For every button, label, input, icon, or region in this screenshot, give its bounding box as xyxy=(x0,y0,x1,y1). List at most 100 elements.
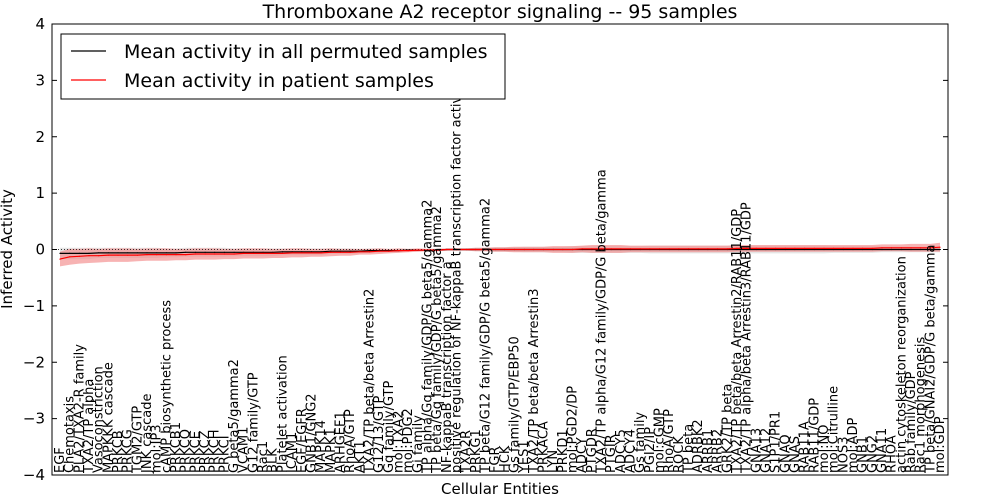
entity-label: MAPKKK cascade xyxy=(101,362,116,473)
point-patient xyxy=(755,247,757,249)
point-patient xyxy=(494,248,496,251)
point-patient xyxy=(98,255,100,257)
entity-label: ICAM1 xyxy=(285,432,300,473)
point-permuted xyxy=(823,248,825,251)
point-patient xyxy=(204,253,206,255)
point-patient xyxy=(746,247,748,249)
legend-label-permuted: Mean activity in all permuted samples xyxy=(124,41,487,63)
point-permuted xyxy=(804,248,806,251)
entity-label: Gq family/GTP xyxy=(382,380,397,473)
entity-label: GNA11 xyxy=(875,428,890,473)
point-patient xyxy=(175,254,177,256)
point-permuted xyxy=(349,250,351,252)
entity-label: EGF/EGFR xyxy=(295,408,310,473)
point-permuted xyxy=(339,250,341,252)
entity-label: ADCY5 xyxy=(614,429,629,473)
entity-label: mol:PGD2/DP xyxy=(566,386,581,473)
point-patient xyxy=(214,253,216,255)
point-patient xyxy=(562,248,564,251)
point-patient xyxy=(107,254,109,256)
point-permuted xyxy=(156,252,158,254)
point-patient xyxy=(639,248,641,250)
point-patient xyxy=(233,253,235,255)
point-permuted xyxy=(214,251,216,253)
point-patient xyxy=(688,248,690,250)
point-patient xyxy=(726,248,728,250)
point-permuted xyxy=(368,250,371,252)
point-patient xyxy=(813,247,815,249)
point-patient xyxy=(678,248,680,250)
chart-title: Thromboxane A2 receptor signaling -- 95 … xyxy=(262,1,738,23)
point-patient xyxy=(301,252,303,254)
point-patient xyxy=(252,252,254,254)
entity-label: RhoA/GTP xyxy=(343,409,358,473)
entity-label: mol:Citrulline xyxy=(827,386,842,473)
point-patient xyxy=(465,248,467,251)
point-patient xyxy=(156,254,158,256)
entity-label: GNA12 xyxy=(759,428,774,473)
entity-label: mol:NO xyxy=(817,424,832,473)
line-patient xyxy=(59,246,941,260)
entity-label: RhoA/GTP xyxy=(662,409,677,473)
entity-label: Rac1 morphogenesis xyxy=(914,336,929,473)
entity-label: JNK cascade xyxy=(140,393,155,473)
y-tick-label: 3 xyxy=(35,71,45,89)
point-patient xyxy=(804,247,806,249)
entity-label: RAB11A xyxy=(798,421,813,473)
entity-label: GNG2 xyxy=(865,435,880,473)
point-permuted xyxy=(310,251,312,253)
y-tick-label: 1 xyxy=(35,184,45,202)
point-patient xyxy=(59,258,61,260)
point-patient xyxy=(765,247,767,249)
point-patient xyxy=(736,247,738,249)
point-patient xyxy=(784,247,786,249)
entity-label: Gs family xyxy=(633,412,648,473)
point-patient xyxy=(146,254,148,256)
point-patient xyxy=(552,248,554,251)
point-permuted xyxy=(755,248,757,251)
entity-label: NOS3 xyxy=(836,437,851,473)
y-tick-label: 2 xyxy=(35,128,45,146)
y-tick-label: −4 xyxy=(23,466,45,484)
entity-label: GNA13 xyxy=(749,428,764,473)
point-patient xyxy=(484,248,487,251)
entity-label: BLK xyxy=(266,448,281,473)
y-tick-label: 0 xyxy=(35,241,45,259)
entity-label: mol:cGMP xyxy=(653,408,668,473)
entity-label: RAB11/GDP xyxy=(807,398,822,473)
point-permuted xyxy=(871,248,873,251)
entity-label: Chemotaxis xyxy=(63,396,78,473)
point-patient xyxy=(504,248,506,251)
point-patient xyxy=(223,253,225,255)
entity-label: mol:TXA2 xyxy=(392,410,407,473)
point-patient xyxy=(339,251,341,253)
point-permuted xyxy=(59,252,61,254)
point-permuted xyxy=(920,248,922,251)
entity-label: TP beta xyxy=(682,424,697,474)
entity-label: RHOA xyxy=(885,435,900,473)
point-patient xyxy=(117,254,119,256)
point-patient xyxy=(823,247,825,249)
entity-label: Rab family/GDP xyxy=(904,371,919,473)
entity-label: TXA2/TP alpha/G12 family/GDP/G beta/gamm… xyxy=(595,169,610,474)
point-permuted xyxy=(136,252,138,254)
entity-label: PTGDR xyxy=(585,428,600,473)
point-permuted xyxy=(891,248,893,251)
point-patient xyxy=(136,254,138,256)
point-permuted xyxy=(301,251,303,253)
entity-label: TP beta/Gq family/GDP/G beta5/gamma2 xyxy=(430,206,445,474)
point-patient xyxy=(359,251,361,253)
point-patient xyxy=(610,248,612,250)
entity-label: PRKCI xyxy=(217,435,232,473)
point-permuted xyxy=(852,248,854,251)
entity-label: Gi family xyxy=(411,415,426,473)
point-patient xyxy=(910,247,912,249)
point-patient xyxy=(871,247,873,249)
entity-label: HCK xyxy=(498,445,513,473)
point-patient xyxy=(697,248,699,250)
entity-label: G beta5/gamma2 xyxy=(227,359,242,473)
point-patient xyxy=(378,250,380,252)
entity-label: Gs family/GTP/EBP50 xyxy=(508,336,523,473)
entity-label: positive regulation of NF-kappaB transcr… xyxy=(450,79,465,473)
